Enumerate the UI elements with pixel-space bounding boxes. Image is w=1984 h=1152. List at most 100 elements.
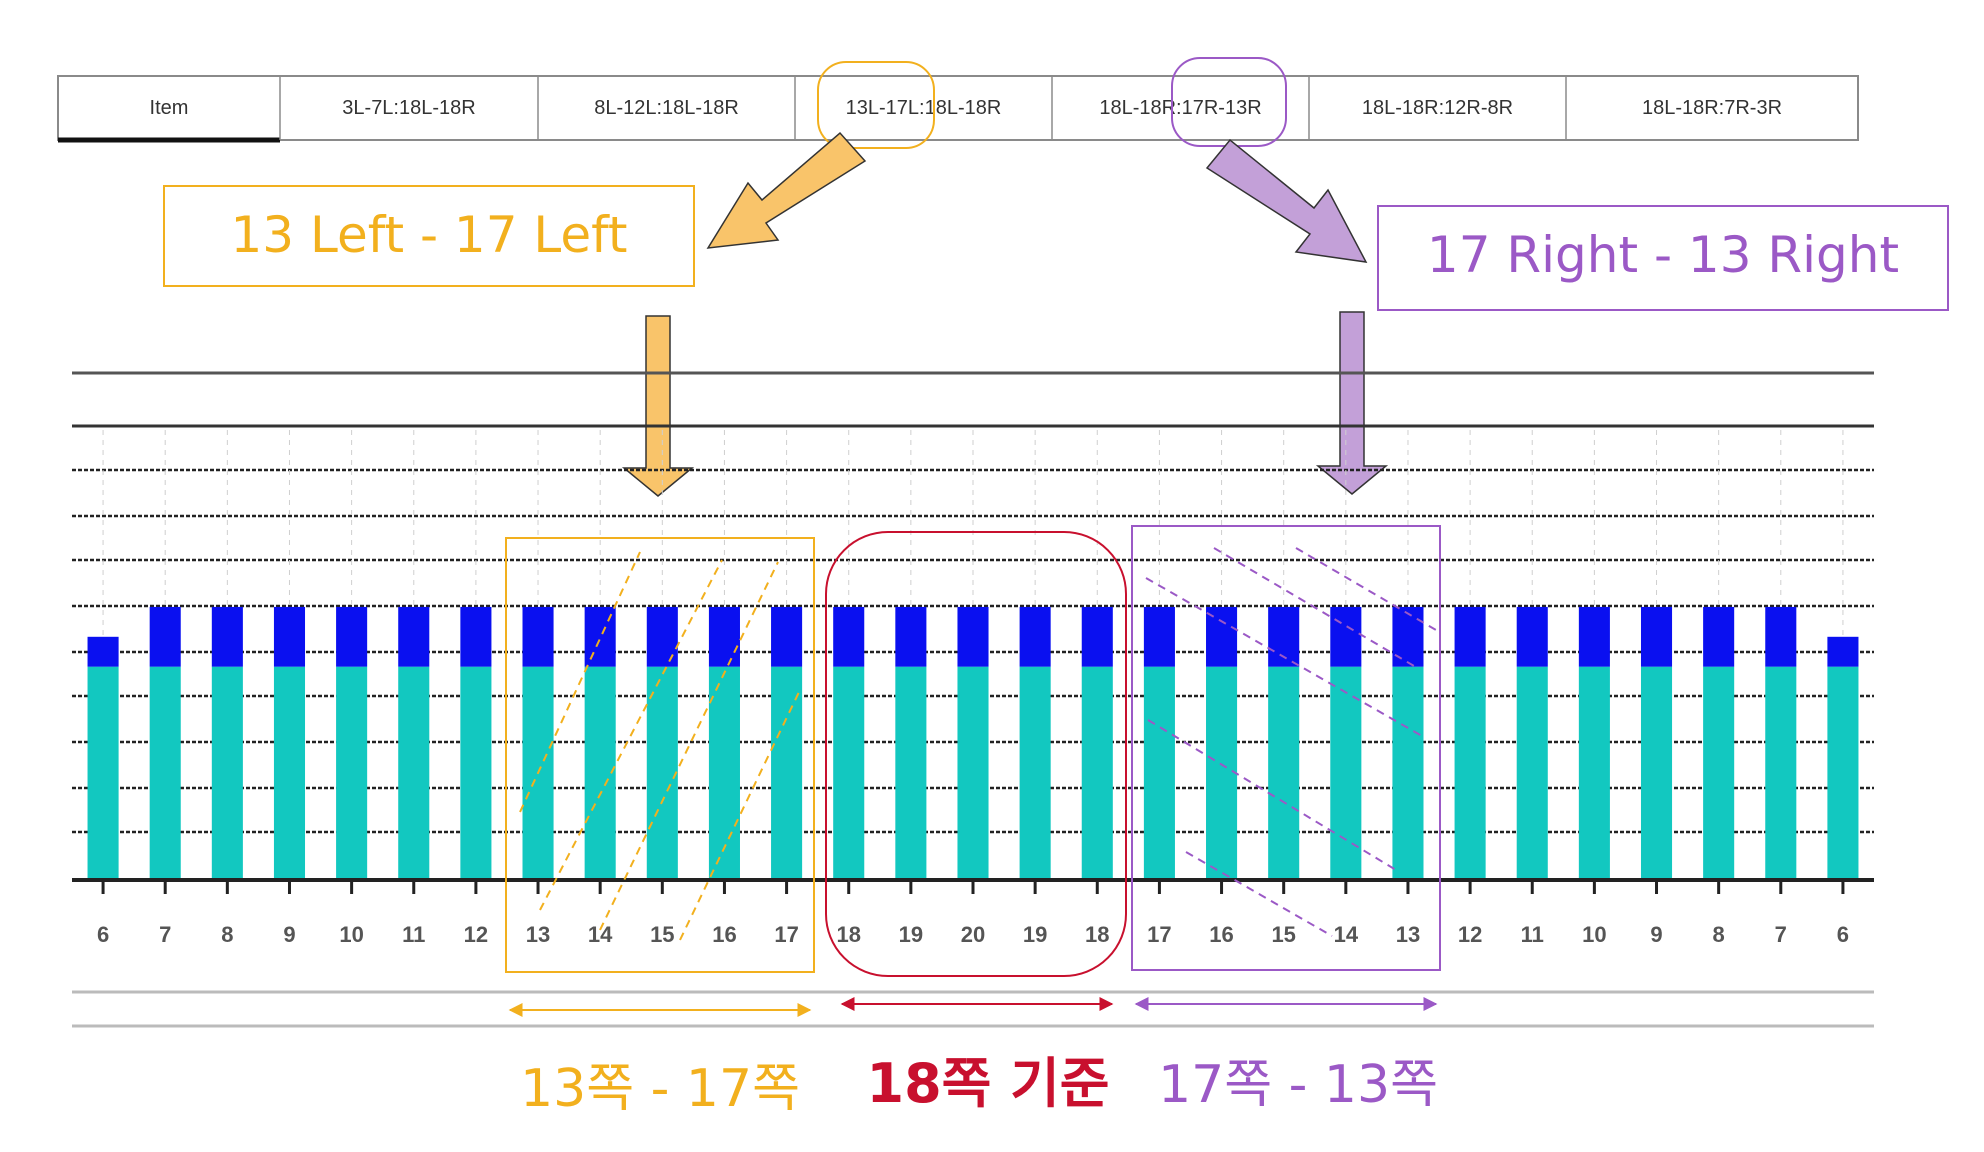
bar-segment-lower — [1330, 666, 1362, 880]
header-cell: 18L-18R:17R-13R — [1099, 97, 1261, 119]
group-center-label: 18쪽 기준 — [867, 1052, 1110, 1115]
bar-segment-lower — [646, 666, 678, 880]
x-tick-label: 13 — [1396, 922, 1420, 947]
group-left-box — [505, 537, 815, 973]
chart-bars — [72, 606, 1874, 882]
header-cell: 3L-7L:18L-18R — [342, 97, 475, 119]
x-tick-label: 16 — [1209, 922, 1233, 947]
arrow-purple-diagonal — [1205, 138, 1368, 263]
x-tick-label: 8 — [221, 922, 233, 947]
bar-segment-lower — [1143, 666, 1175, 880]
chart-x-ticks: 6 7 8 9 10 11 12 13 14 15 16 17 18 19 20 19 18 17 16 15 14 13… — [97, 880, 1849, 947]
bar-segment-lower — [87, 666, 119, 880]
x-tick-label: 18 — [1085, 922, 1109, 947]
bar-segment-upper — [1454, 606, 1486, 667]
bar-segment-upper — [336, 606, 368, 667]
x-tick-label: 17 — [774, 922, 798, 947]
bar-segment-upper — [1143, 606, 1175, 667]
bar-segment-lower — [149, 666, 181, 880]
bar-segment-upper — [87, 636, 119, 667]
bar-segment-lower — [273, 666, 306, 880]
bar-segment-upper — [957, 606, 989, 667]
bar-segment-lower — [1206, 666, 1238, 880]
x-tick-label: 12 — [464, 922, 488, 947]
bar-segment-lower — [1392, 666, 1424, 880]
bar-segment-upper — [1206, 606, 1238, 667]
bar-segment-upper — [895, 606, 927, 667]
bar-segment-upper — [398, 606, 430, 667]
group-right-label: 17쪽 - 13쪽 — [1158, 1055, 1438, 1115]
callout-left-label: 13 Left - 17 Left — [231, 206, 628, 264]
bar-segment-lower — [1454, 666, 1486, 880]
header-cell: 13L-17L:18L-18R — [846, 97, 1002, 119]
bar-segment-upper — [273, 606, 306, 667]
x-tick-label: 12 — [1458, 922, 1482, 947]
x-tick-label: 7 — [159, 922, 171, 947]
bar-segment-lower — [211, 666, 243, 880]
bar-segment-lower — [895, 666, 927, 880]
bar-segment-lower — [1640, 666, 1673, 880]
x-tick-label: 14 — [1334, 922, 1359, 947]
bar-chart: 6 7 8 9 10 11 12 13 14 15 16 17 18 19 20 19 18 17 16 15 14 13… — [72, 371, 1874, 1028]
bar-segment-upper — [1392, 606, 1424, 667]
callout-right: 17 Right - 13 Right — [1377, 205, 1949, 311]
x-tick-label: 7 — [1775, 922, 1787, 947]
header-highlight-orange — [817, 61, 935, 149]
bar-segment-lower — [771, 666, 803, 880]
x-tick-label: 15 — [650, 922, 674, 947]
x-tick-label: 10 — [1582, 922, 1606, 947]
x-tick-label: 16 — [712, 922, 736, 947]
bar-segment-lower — [336, 666, 368, 880]
header-cell: 18L-18R:12R-8R — [1362, 97, 1513, 119]
bar-segment-lower — [1019, 666, 1051, 880]
bar-segment-lower — [1703, 666, 1735, 880]
x-tick-label: 17 — [1147, 922, 1171, 947]
bar-segment-lower — [1516, 666, 1548, 880]
bar-segment-lower — [584, 666, 616, 880]
bar-segment-upper — [1330, 606, 1362, 667]
bar-segment-lower — [1081, 666, 1113, 880]
bar-segment-upper — [646, 606, 678, 667]
bar-segment-upper — [460, 606, 492, 667]
bar-segment-lower — [398, 666, 430, 880]
group-right-hatching — [1145, 547, 1437, 937]
x-tick-label: 8 — [1713, 922, 1725, 947]
bar-segment-upper — [708, 606, 740, 667]
arrow-orange-diagonal — [706, 131, 867, 249]
bar-segment-upper — [771, 606, 803, 667]
bar-segment-upper — [1827, 636, 1859, 667]
arrow-purple-down — [1315, 311, 1389, 495]
bar-segment-lower — [1578, 666, 1610, 880]
group-left-label: 13쪽 - 17쪽 — [520, 1059, 800, 1119]
bar-segment-upper — [1765, 606, 1797, 667]
x-tick-label: 11 — [1521, 922, 1544, 947]
x-tick-label: 6 — [97, 922, 109, 947]
header-cell: 18L-18R:7R-3R — [1642, 97, 1782, 119]
group-right-box — [1131, 525, 1441, 971]
group-center-oval — [825, 531, 1127, 977]
x-tick-label: 20 — [961, 922, 985, 947]
bar-segment-upper — [149, 606, 181, 667]
x-tick-label: 9 — [283, 922, 295, 947]
x-tick-label: 10 — [339, 922, 363, 947]
callout-right-label: 17 Right - 13 Right — [1427, 226, 1899, 284]
x-tick-label: 13 — [526, 922, 550, 947]
arrow-orange-down — [621, 315, 695, 497]
bar-segment-upper — [833, 606, 865, 667]
bar-segment-upper — [1578, 606, 1610, 667]
x-tick-label: 19 — [899, 922, 923, 947]
x-tick-label: 9 — [1650, 922, 1662, 947]
bar-segment-upper — [1516, 606, 1548, 667]
x-tick-label: 11 — [402, 922, 425, 947]
callout-left: 13 Left - 17 Left — [163, 185, 695, 287]
bar-segment-upper — [211, 606, 243, 667]
bar-segment-lower — [708, 666, 740, 880]
x-tick-label: 6 — [1837, 922, 1849, 947]
bar-segment-upper — [1019, 606, 1051, 667]
x-tick-label: 14 — [588, 922, 613, 947]
bar-segment-upper — [1081, 606, 1113, 667]
bar-segment-lower — [1268, 666, 1300, 880]
group-left-hatching — [519, 551, 801, 941]
bar-segment-lower — [1827, 666, 1859, 880]
bar-segment-lower — [1765, 666, 1797, 880]
